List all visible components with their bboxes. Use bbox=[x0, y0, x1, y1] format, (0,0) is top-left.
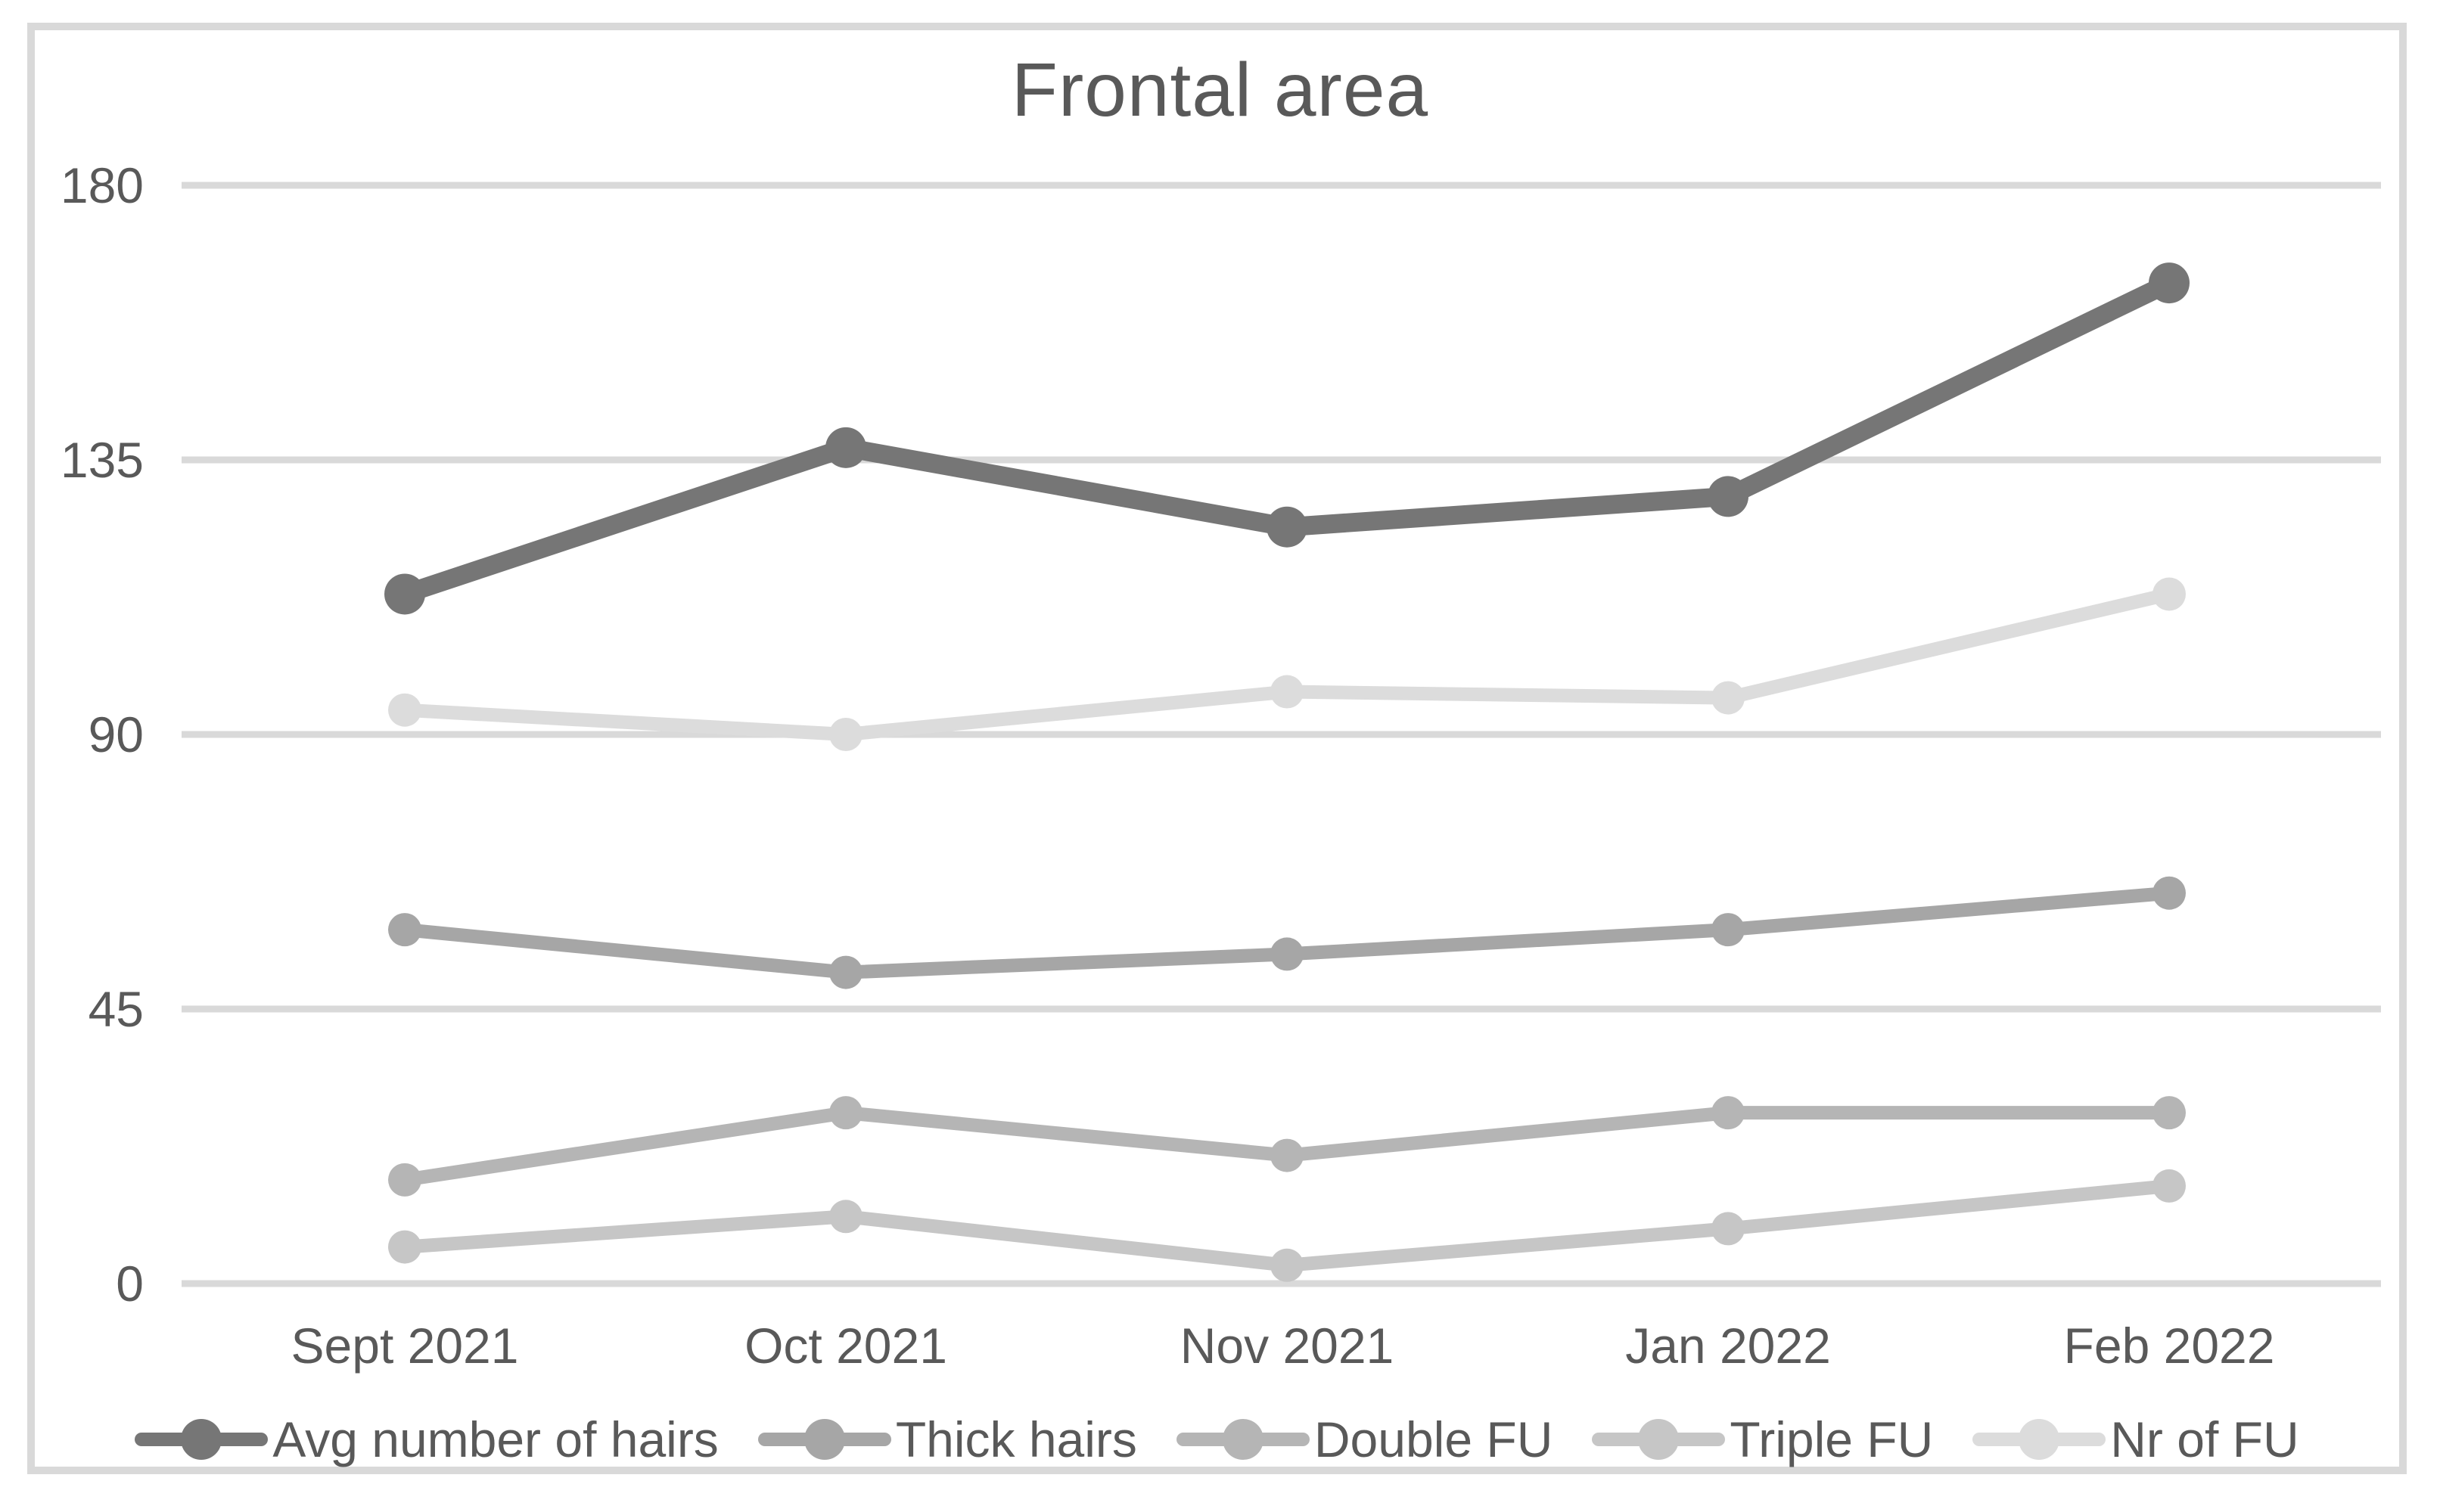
legend-label: Nr of FU bbox=[2110, 1411, 2299, 1467]
data-point-double-fu-jan-2022 bbox=[1711, 1096, 1745, 1130]
data-point-avg-number-of-hairs-nov-2021 bbox=[1267, 506, 1307, 548]
data-point-double-fu-feb-2022 bbox=[2152, 1096, 2186, 1130]
legend-item-double-fu: Double FU bbox=[1176, 1411, 1553, 1468]
legend-marker-icon bbox=[1176, 1417, 1310, 1462]
legend-marker-icon bbox=[757, 1417, 891, 1462]
x-axis-label-sept-2021: Sept 2021 bbox=[291, 1318, 519, 1374]
chart-title: Frontal area bbox=[1011, 48, 1429, 132]
data-point-thick-hairs-sept-2021 bbox=[388, 913, 421, 947]
data-point-triple-fu-oct-2021 bbox=[829, 1200, 863, 1234]
y-tick-label-0: 0 bbox=[116, 1256, 144, 1312]
legend-item-nr-of-fu: Nr of FU bbox=[1972, 1411, 2299, 1468]
data-point-nr-of-fu-feb-2022 bbox=[2152, 577, 2186, 611]
data-point-nr-of-fu-nov-2021 bbox=[1270, 675, 1304, 709]
data-point-avg-number-of-hairs-feb-2022 bbox=[2149, 262, 2190, 304]
legend-label: Thick hairs bbox=[895, 1411, 1137, 1467]
series-line-avg-number-of-hairs bbox=[395, 273, 2179, 604]
y-tick-label-90: 90 bbox=[89, 706, 144, 762]
data-point-thick-hairs-nov-2021 bbox=[1270, 937, 1304, 971]
y-tick-label-45: 45 bbox=[89, 981, 144, 1037]
x-axis-label-jan-2022: Jan 2022 bbox=[1625, 1318, 1831, 1374]
series-line-nr-of-fu bbox=[398, 587, 2176, 741]
data-point-nr-of-fu-jan-2022 bbox=[1711, 681, 1745, 715]
data-point-triple-fu-sept-2021 bbox=[388, 1230, 421, 1264]
data-point-nr-of-fu-oct-2021 bbox=[829, 718, 863, 751]
data-point-double-fu-sept-2021 bbox=[388, 1163, 421, 1197]
data-point-avg-number-of-hairs-jan-2022 bbox=[1708, 476, 1748, 517]
data-point-thick-hairs-jan-2022 bbox=[1711, 913, 1745, 947]
legend-item-avg-number-of-hairs: Avg number of hairs bbox=[135, 1411, 719, 1468]
data-point-triple-fu-jan-2022 bbox=[1711, 1212, 1745, 1246]
legend-marker-icon bbox=[1972, 1417, 2106, 1462]
data-point-double-fu-oct-2021 bbox=[829, 1096, 863, 1130]
data-point-double-fu-nov-2021 bbox=[1270, 1138, 1304, 1172]
legend-label: Triple FU bbox=[1730, 1411, 1934, 1467]
legend-marker-icon bbox=[135, 1417, 269, 1462]
data-point-nr-of-fu-sept-2021 bbox=[388, 693, 421, 727]
y-tick-label-180: 180 bbox=[61, 157, 144, 213]
legend-item-triple-fu: Triple FU bbox=[1592, 1411, 1933, 1468]
data-point-thick-hairs-feb-2022 bbox=[2152, 876, 2186, 910]
data-point-triple-fu-nov-2021 bbox=[1270, 1248, 1304, 1282]
legend-item-thick-hairs: Thick hairs bbox=[757, 1411, 1137, 1468]
data-point-thick-hairs-oct-2021 bbox=[829, 955, 863, 989]
x-axis-label-feb-2022: Feb 2022 bbox=[2064, 1318, 2275, 1374]
x-axis-label-oct-2021: Oct 2021 bbox=[744, 1318, 947, 1374]
chart-legend: Avg number of hairs Thick hairs Double FU T… bbox=[45, 1405, 2389, 1473]
data-point-avg-number-of-hairs-sept-2021 bbox=[384, 573, 425, 615]
legend-marker-icon bbox=[1592, 1417, 1726, 1462]
data-point-avg-number-of-hairs-oct-2021 bbox=[825, 427, 866, 468]
legend-label: Double FU bbox=[1313, 1411, 1553, 1467]
data-point-triple-fu-feb-2022 bbox=[2152, 1169, 2186, 1203]
y-tick-label-135: 135 bbox=[61, 432, 144, 488]
x-axis-label-nov-2021: Nov 2021 bbox=[1180, 1318, 1394, 1374]
legend-label: Avg number of hairs bbox=[272, 1411, 719, 1467]
